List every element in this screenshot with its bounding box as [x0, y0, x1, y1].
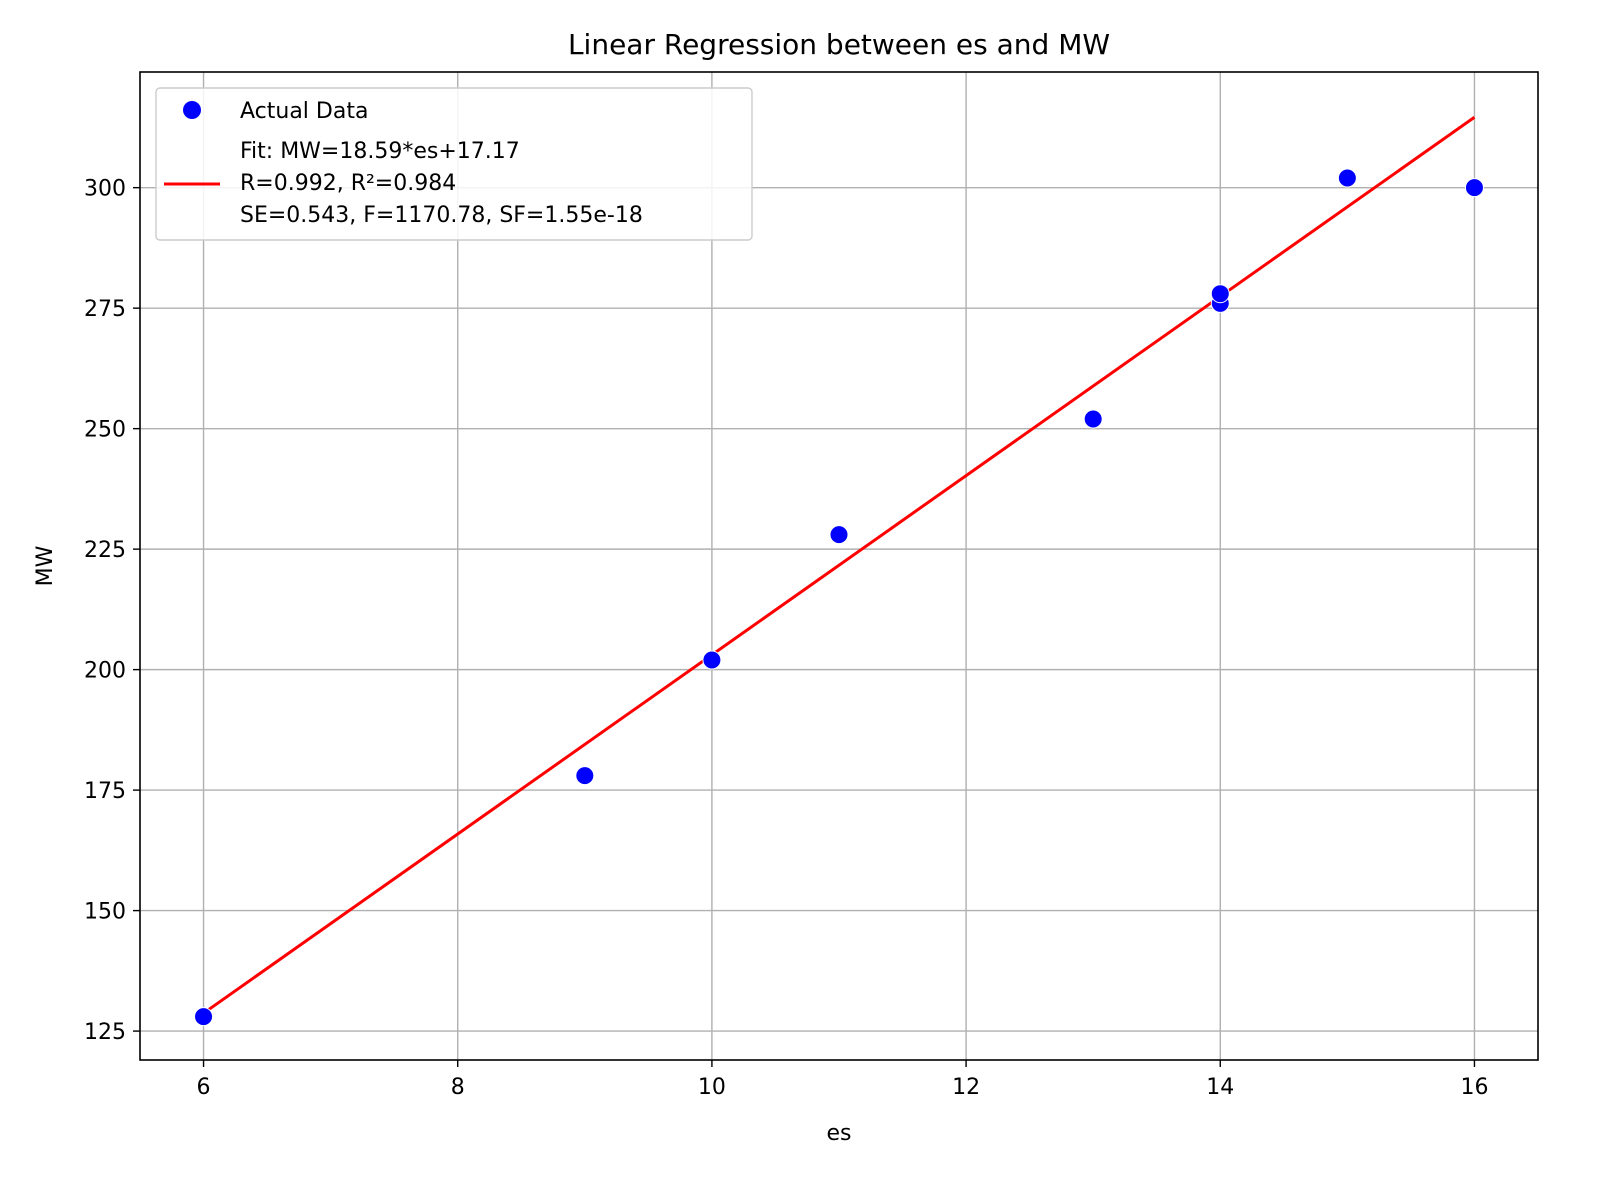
- ticks-layer: 6 8 10 12 14 16 125 150 175 200 225 250 275 300: [84, 177, 1488, 1100]
- data-point-1: [194, 1007, 214, 1027]
- data-point-8: [1337, 168, 1357, 188]
- x-tick-label-10: 10: [698, 1075, 726, 1100]
- fit-line: [202, 116, 1476, 1015]
- x-tick-label-6: 6: [197, 1075, 211, 1100]
- data-point-5: [1083, 409, 1103, 429]
- data-point-2: [575, 766, 595, 786]
- legend-marker-actual-data: [183, 101, 201, 119]
- x-tick-label-8: 8: [451, 1075, 465, 1100]
- data-point-7: [1210, 284, 1230, 304]
- y-tick-label-200: 200: [84, 659, 126, 684]
- legend-box: [155, 87, 753, 241]
- y-tick-label-175: 175: [84, 779, 126, 804]
- x-tick-label-16: 16: [1460, 1075, 1488, 1100]
- legend: Actual Data Fit: MW=18.59*es+17.17 R=0.992…: [155, 87, 753, 241]
- x-tick-label-14: 14: [1206, 1075, 1234, 1100]
- plot-frame: [139, 71, 1539, 1061]
- data-point-3: [702, 650, 722, 670]
- y-tick-label-125: 125: [84, 1020, 126, 1045]
- points-layer: [194, 168, 1484, 1027]
- legend-label-actual-data: Actual Data: [240, 99, 368, 124]
- y-tick-label-300: 300: [84, 177, 126, 202]
- legend-label-fit-line-3: SE=0.543, F=1170.78, SF=1.55e-18: [240, 203, 643, 228]
- y-tick-label-250: 250: [84, 418, 126, 443]
- x-axis-title: es: [827, 1121, 852, 1146]
- fit-layer: [202, 116, 1476, 1015]
- legend-label-fit-line-2: R=0.992, R²=0.984: [240, 171, 456, 196]
- x-tick-label-12: 12: [952, 1075, 980, 1100]
- data-point-9: [1464, 178, 1484, 198]
- y-axis-title: MW: [33, 545, 58, 586]
- data-point-4: [829, 525, 849, 545]
- y-tick-label-225: 225: [84, 538, 126, 563]
- chart-title: Linear Regression between es and MW: [568, 28, 1110, 61]
- y-tick-label-275: 275: [84, 297, 126, 322]
- legend-label-fit-line-1: Fit: MW=18.59*es+17.17: [240, 139, 520, 164]
- y-tick-label-150: 150: [84, 900, 126, 925]
